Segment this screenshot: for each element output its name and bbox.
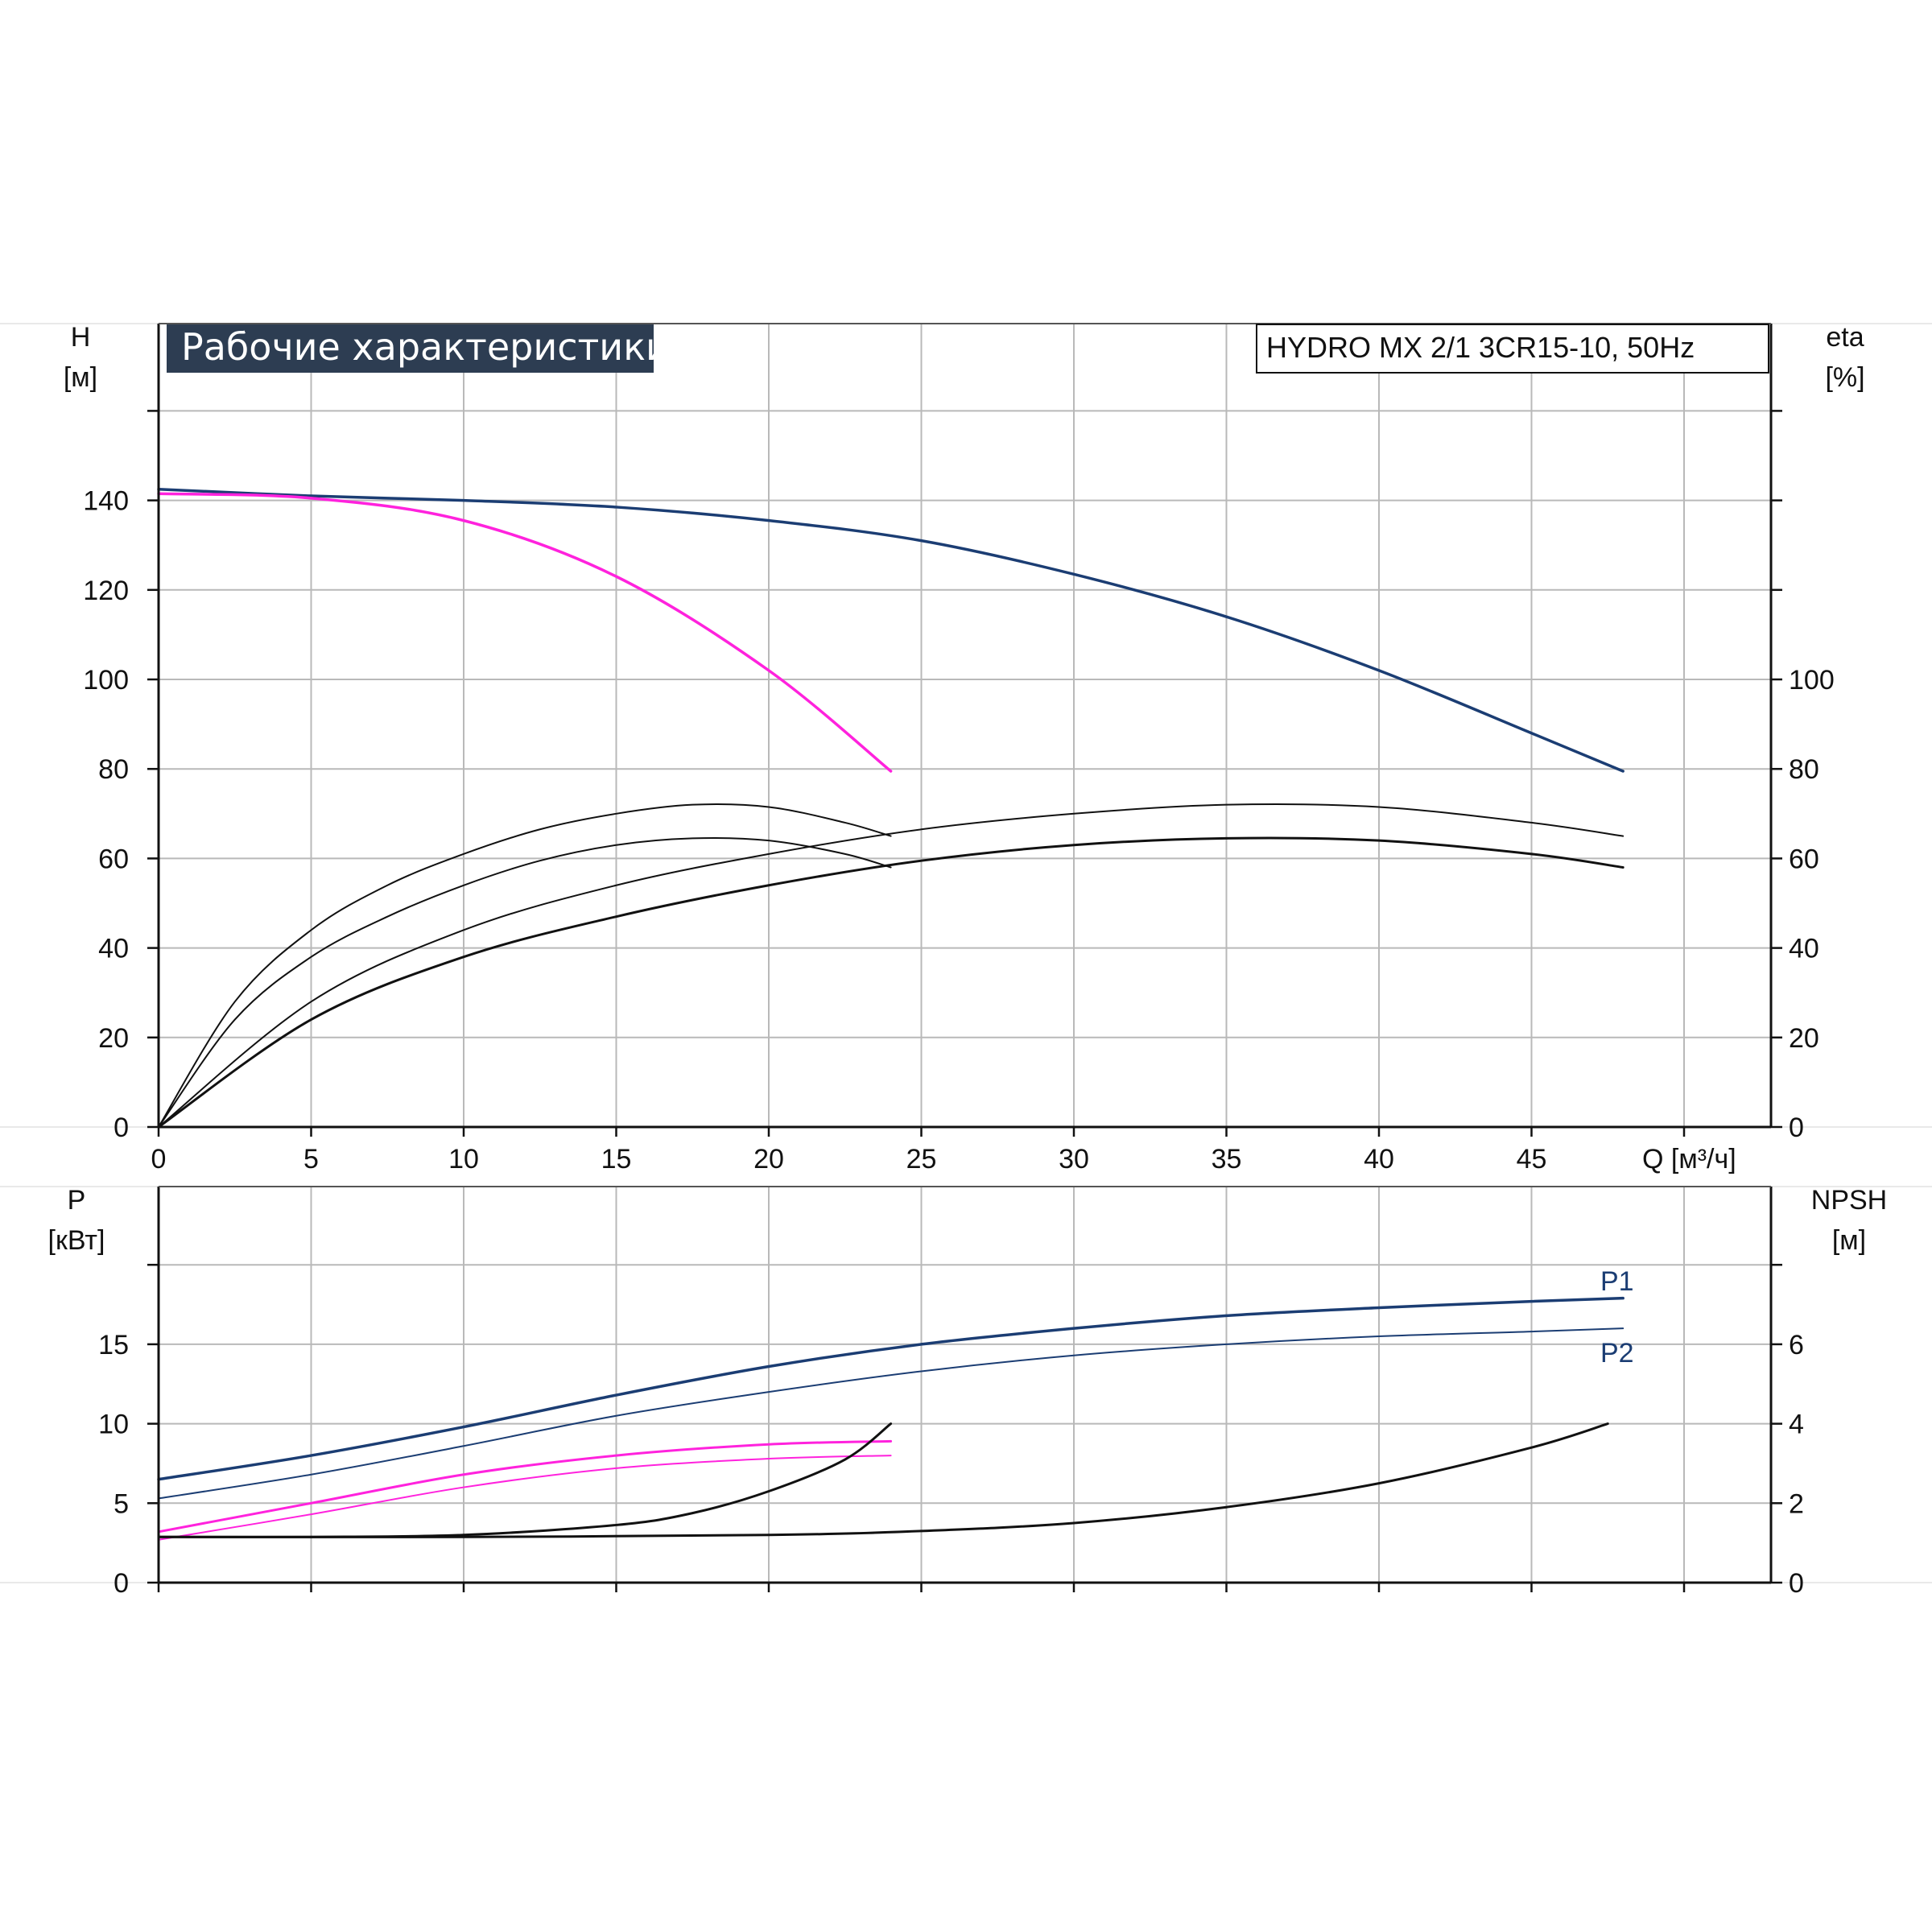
x-tick-label: 5 — [303, 1144, 319, 1174]
eta-system-one-pump-curve — [158, 803, 892, 1128]
npsh-one-pump-curve — [157, 1422, 893, 1538]
y-tick-label: 0 — [114, 1568, 129, 1599]
x-tick-label: 30 — [1059, 1144, 1089, 1174]
y-tick-label: 60 — [98, 844, 129, 874]
curves-layer — [157, 487, 1624, 1541]
chart-title: Рабочие характеристики — [181, 325, 670, 369]
npsh-axis-name: NPSH — [1811, 1185, 1887, 1216]
chart-title-box — [167, 324, 654, 373]
y2-tick-label: 0 — [1789, 1113, 1804, 1143]
y-tick-label: 15 — [98, 1330, 129, 1360]
p2-one-pump-curve — [158, 1455, 892, 1541]
npsh-axis-unit: [м] — [1832, 1225, 1866, 1256]
h-axis-unit: [м] — [64, 362, 97, 393]
h-axis-name: H — [71, 322, 91, 353]
eta-axis-unit: [%] — [1825, 362, 1864, 393]
h-one-pump-curve — [157, 492, 893, 773]
x-tick-label: 15 — [601, 1144, 632, 1174]
y-tick-label: 120 — [83, 576, 129, 606]
npsh-two-pumps-curve — [157, 1422, 1609, 1538]
p1-two-pumps-curve — [157, 1296, 1624, 1481]
y2-tick-label: 0 — [1789, 1568, 1804, 1599]
p1-one-pump-curve — [157, 1439, 893, 1534]
p2-two-pumps-curve — [158, 1327, 1624, 1500]
y-tick-label: 100 — [83, 665, 129, 696]
y2-tick-label: 6 — [1789, 1330, 1804, 1360]
model-label-box — [1256, 324, 1769, 374]
y-tick-label: 140 — [83, 486, 129, 517]
y-tick-label: 0 — [114, 1113, 129, 1143]
frame-layer — [157, 323, 1773, 1584]
y2-tick-label: 40 — [1789, 934, 1819, 964]
p2-curve-label: P2 — [1600, 1338, 1634, 1368]
y2-tick-label: 80 — [1789, 754, 1819, 785]
y-tick-label: 5 — [114, 1488, 129, 1519]
y2-tick-label: 20 — [1789, 1023, 1819, 1054]
x-tick-label: 35 — [1212, 1144, 1242, 1174]
grid-layer — [0, 323, 1932, 1583]
y-tick-label: 80 — [98, 754, 129, 785]
eta-system-two-pumps-curve — [158, 803, 1624, 1128]
model-label: HYDRO MX 2/1 3CR15-10, 50Hz — [1266, 331, 1695, 364]
h-two-pumps-curve — [157, 487, 1624, 773]
x-tick-label: 45 — [1517, 1144, 1547, 1174]
y2-tick-label: 2 — [1789, 1488, 1804, 1519]
p1-curve-label: P1 — [1600, 1266, 1634, 1297]
x-tick-label: 0 — [151, 1144, 167, 1174]
x-tick-label: 40 — [1364, 1144, 1394, 1174]
y2-tick-label: 60 — [1789, 844, 1819, 874]
x-tick-label: 10 — [448, 1144, 479, 1174]
eta-one-pump-curve — [158, 836, 892, 1128]
y2-tick-label: 100 — [1789, 665, 1835, 696]
eta-two-pumps-curve — [157, 836, 1624, 1129]
x-tick-label: 25 — [906, 1144, 937, 1174]
x-tick-label: 20 — [753, 1144, 784, 1174]
y-tick-label: 10 — [98, 1410, 129, 1440]
q-axis-label: Q [м³/ч] — [1642, 1144, 1736, 1174]
y-tick-label: 20 — [98, 1023, 129, 1054]
y2-tick-label: 4 — [1789, 1410, 1804, 1440]
y-tick-label: 40 — [98, 934, 129, 964]
eta-axis-name: eta — [1826, 322, 1864, 353]
p-axis-name: P — [68, 1185, 86, 1216]
p-axis-unit: [кВт] — [48, 1225, 105, 1256]
